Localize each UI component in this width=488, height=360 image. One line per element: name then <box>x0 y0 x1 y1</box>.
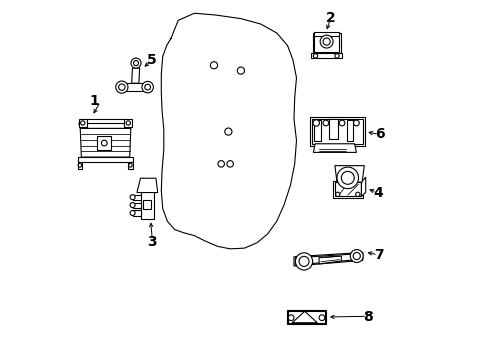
Polygon shape <box>293 252 362 266</box>
Circle shape <box>313 54 317 58</box>
Polygon shape <box>124 120 132 127</box>
Polygon shape <box>286 310 325 324</box>
Circle shape <box>81 121 85 125</box>
Polygon shape <box>361 177 365 197</box>
Circle shape <box>130 211 135 216</box>
Polygon shape <box>161 13 296 249</box>
Circle shape <box>312 120 319 126</box>
Circle shape <box>341 171 353 184</box>
Polygon shape <box>287 311 324 323</box>
Circle shape <box>224 128 231 135</box>
Polygon shape <box>346 120 352 140</box>
Polygon shape <box>311 119 363 144</box>
Polygon shape <box>333 181 362 198</box>
Circle shape <box>287 315 293 320</box>
Polygon shape <box>131 68 139 83</box>
Polygon shape <box>292 311 317 323</box>
Text: 3: 3 <box>147 235 157 249</box>
Polygon shape <box>86 120 124 123</box>
Circle shape <box>130 203 135 208</box>
Circle shape <box>320 35 332 48</box>
Polygon shape <box>313 120 320 140</box>
Text: 2: 2 <box>325 11 335 25</box>
Polygon shape <box>132 203 140 208</box>
Circle shape <box>298 256 308 266</box>
Text: 8: 8 <box>363 310 372 324</box>
Circle shape <box>335 192 339 197</box>
Circle shape <box>319 315 324 320</box>
Polygon shape <box>140 185 154 220</box>
Circle shape <box>355 192 359 197</box>
Polygon shape <box>137 178 158 193</box>
Circle shape <box>353 120 359 126</box>
Polygon shape <box>300 257 308 265</box>
Circle shape <box>226 161 233 167</box>
Circle shape <box>101 140 107 146</box>
Polygon shape <box>334 166 364 182</box>
Text: 4: 4 <box>372 185 382 199</box>
Circle shape <box>126 121 130 125</box>
Polygon shape <box>79 123 132 129</box>
Circle shape <box>349 249 363 262</box>
Polygon shape <box>313 35 339 52</box>
Polygon shape <box>309 117 365 146</box>
Polygon shape <box>313 144 356 152</box>
Circle shape <box>218 161 224 167</box>
Circle shape <box>336 167 358 189</box>
Polygon shape <box>319 256 341 264</box>
Circle shape <box>128 163 132 167</box>
Polygon shape <box>142 200 150 209</box>
Polygon shape <box>79 120 86 127</box>
Circle shape <box>130 195 135 200</box>
Polygon shape <box>128 162 133 168</box>
Circle shape <box>323 120 328 126</box>
Text: 5: 5 <box>146 53 156 67</box>
Polygon shape <box>312 33 340 54</box>
Circle shape <box>116 81 128 93</box>
Circle shape <box>210 62 217 69</box>
Polygon shape <box>132 211 140 216</box>
Circle shape <box>131 58 141 68</box>
Polygon shape <box>334 182 361 197</box>
Polygon shape <box>295 253 361 265</box>
Circle shape <box>339 120 344 126</box>
Circle shape <box>295 253 312 270</box>
Circle shape <box>133 60 138 66</box>
Polygon shape <box>78 157 133 162</box>
Circle shape <box>352 252 360 260</box>
Polygon shape <box>78 162 82 168</box>
Circle shape <box>119 84 125 90</box>
Polygon shape <box>132 195 140 200</box>
Circle shape <box>237 67 244 74</box>
Polygon shape <box>80 129 131 157</box>
Polygon shape <box>329 120 337 139</box>
Text: 6: 6 <box>374 127 384 141</box>
Polygon shape <box>310 53 341 58</box>
Circle shape <box>144 84 150 90</box>
Circle shape <box>142 81 153 93</box>
Text: 7: 7 <box>373 248 383 262</box>
Circle shape <box>323 38 329 45</box>
Text: 1: 1 <box>89 94 99 108</box>
Polygon shape <box>97 136 111 150</box>
Circle shape <box>334 54 339 58</box>
Polygon shape <box>313 32 339 36</box>
Circle shape <box>78 163 81 167</box>
Polygon shape <box>118 83 150 91</box>
